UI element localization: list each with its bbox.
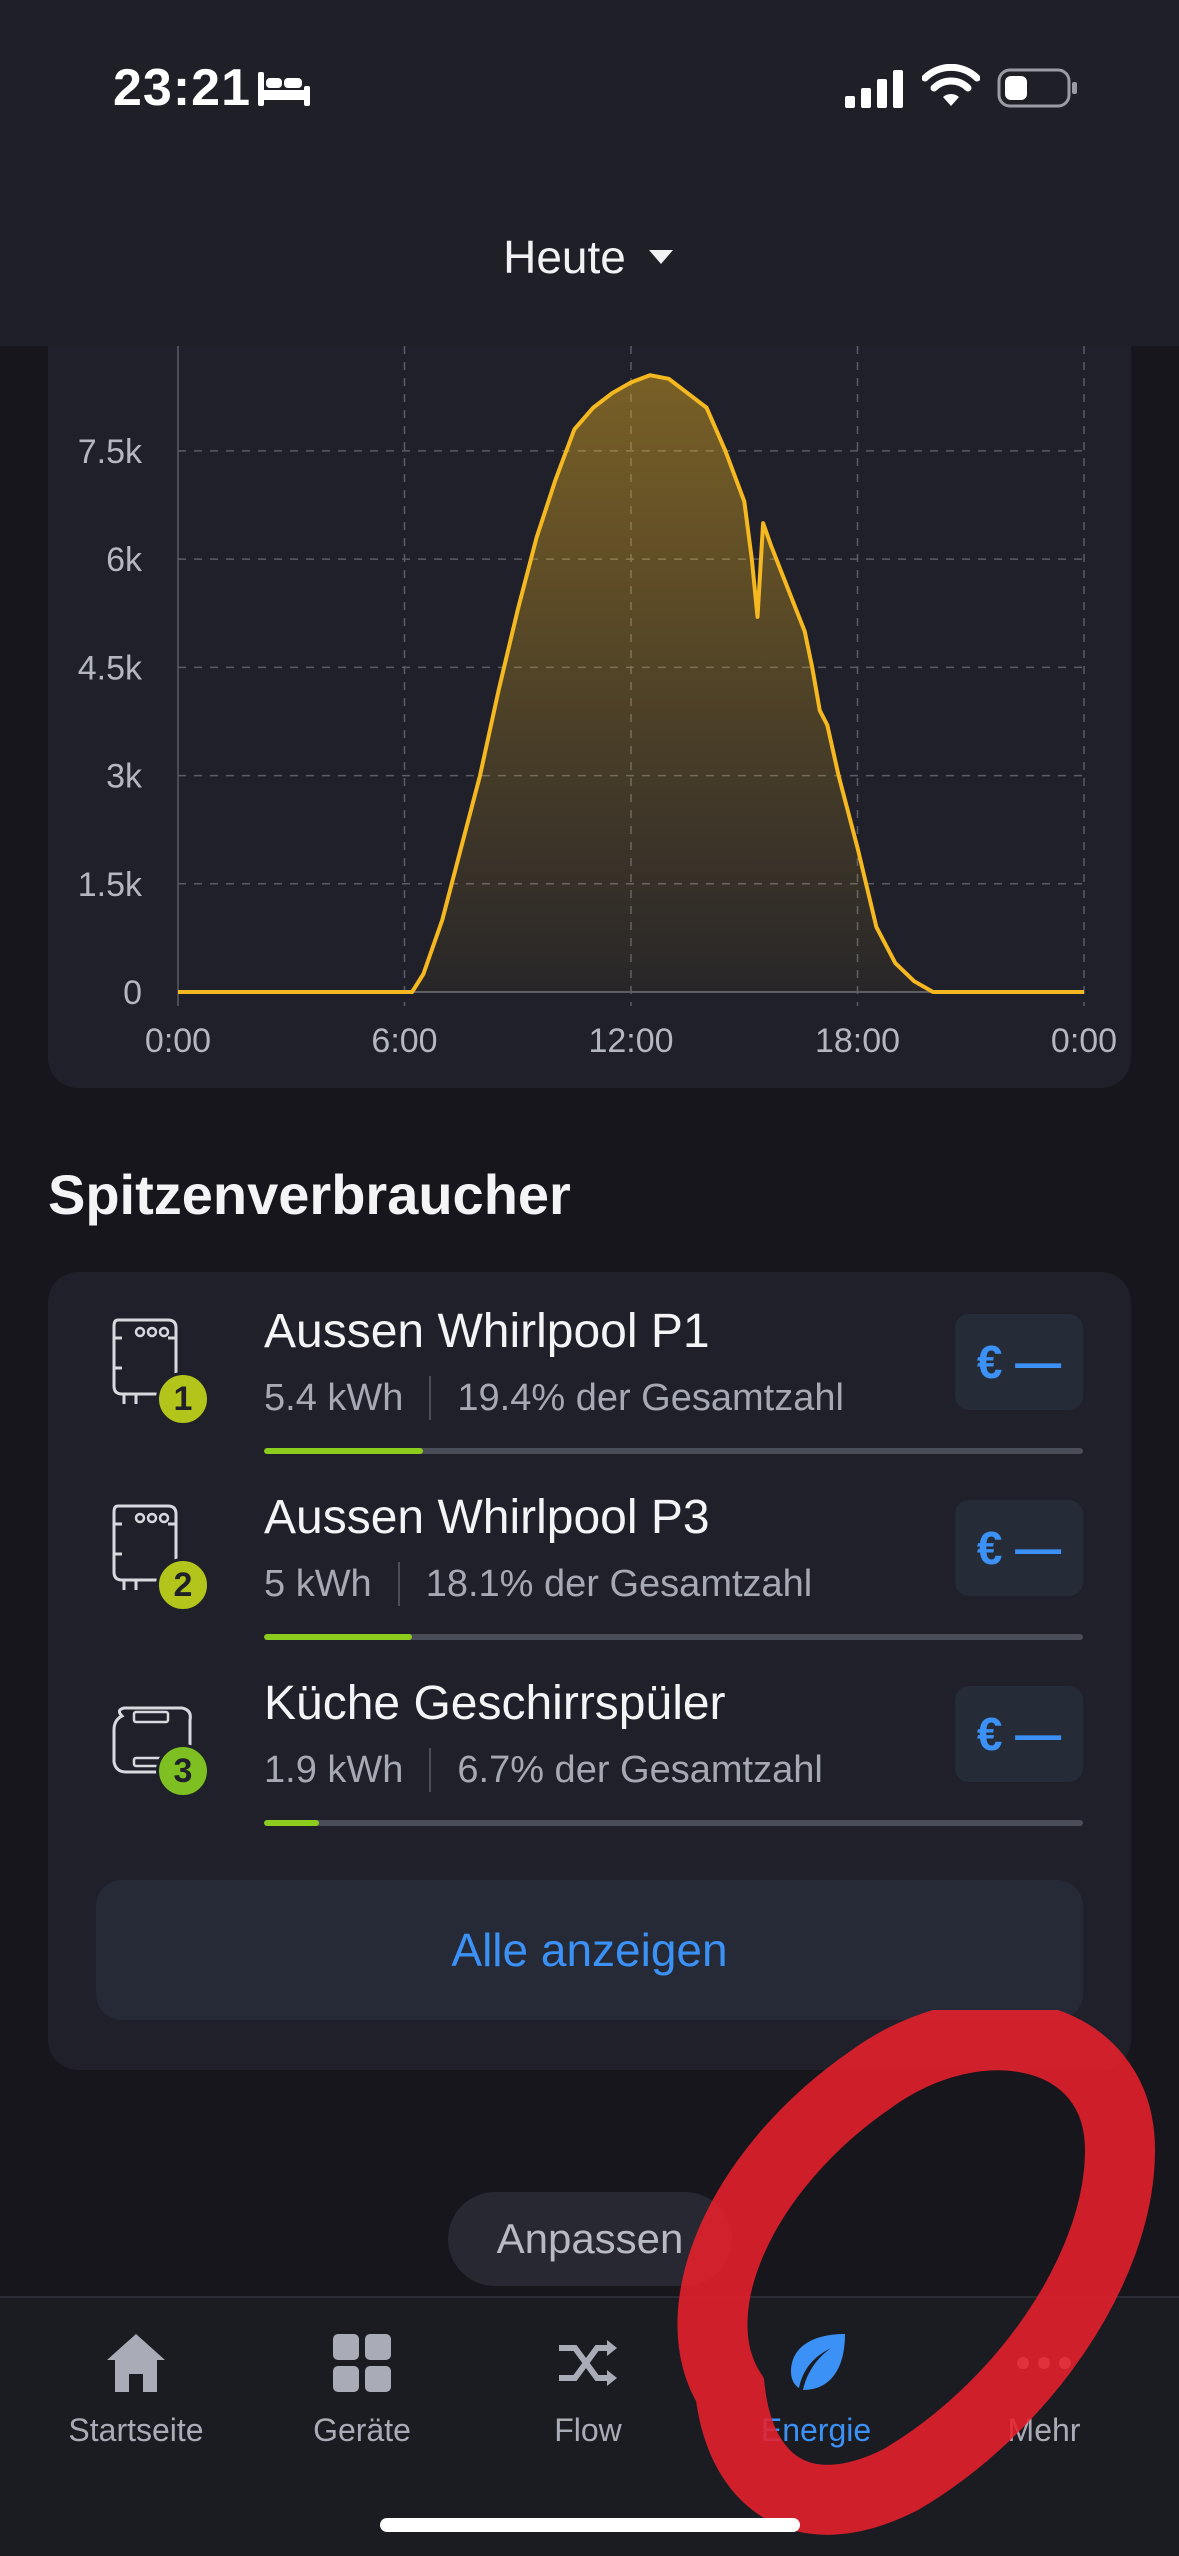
consumer-name: Aussen Whirlpool P3: [264, 1491, 710, 1544]
meta-divider: [429, 1376, 432, 1420]
period-selector[interactable]: Heute: [0, 230, 1179, 284]
customize-button[interactable]: Anpassen: [448, 2192, 732, 2286]
meta-divider: [397, 1562, 400, 1606]
rank-badge: 3: [156, 1744, 210, 1798]
cost-button[interactable]: € —: [955, 1686, 1083, 1782]
header: Heute: [0, 160, 1179, 346]
tab-mehr[interactable]: Mehr: [944, 2328, 1144, 2458]
tab-startseite[interactable]: Startseite: [36, 2328, 236, 2458]
y-tick-label: 6k: [106, 541, 143, 579]
y-tick-label: 0: [123, 974, 142, 1012]
top-consumers-card: 1 Aussen Whirlpool P1 5.4 kWh 19.4% der …: [48, 1272, 1131, 2070]
signal-icon: [845, 70, 903, 108]
tab-label: Flow: [554, 2412, 622, 2448]
consumption-progress-fill: [264, 1634, 413, 1640]
tab-label: Geräte: [313, 2412, 411, 2448]
leaf-icon: [791, 2334, 845, 2390]
x-tick-label: 12:00: [588, 1022, 673, 1060]
consumer-meta: 1.9 kWh 6.7% der Gesamtzahl: [264, 1748, 823, 1792]
tab-bar: Startseite Geräte Flow Energie Mehr: [0, 2296, 1179, 2556]
rank-badge: 1: [156, 1372, 210, 1426]
consumption-progress-fill: [264, 1448, 423, 1454]
status-time: 23:21: [113, 59, 251, 117]
tab-geraete[interactable]: Geräte: [262, 2328, 462, 2458]
relay-module-icon: [112, 1504, 178, 1590]
grid-icon: [333, 2334, 391, 2392]
tab-label: Startseite: [68, 2412, 204, 2448]
show-all-button[interactable]: Alle anzeigen: [96, 1880, 1083, 2020]
x-tick-label: 18:00: [815, 1022, 900, 1060]
consumer-row[interactable]: 3 Küche Geschirrspüler 1.9 kWh 6.7% der …: [48, 1644, 1131, 1830]
consumer-meta: 5.4 kWh 19.4% der Gesamtzahl: [264, 1376, 844, 1420]
meta-divider: [429, 1748, 432, 1792]
tab-label: Mehr: [1007, 2412, 1081, 2448]
rank-badge: 2: [156, 1558, 210, 1612]
tab-flow[interactable]: Flow: [488, 2328, 688, 2458]
consumer-energy: 5.4 kWh: [264, 1376, 404, 1419]
cost-button[interactable]: € —: [955, 1500, 1083, 1596]
consumer-row[interactable]: 2 Aussen Whirlpool P3 5 kWh 18.1% der Ge…: [48, 1458, 1131, 1644]
consumption-progress: [264, 1634, 1083, 1640]
tab-energie[interactable]: Energie: [716, 2328, 916, 2458]
consumption-progress: [264, 1820, 1083, 1826]
energy-chart-card: 0 1.5k 3k 4.5k 6k 7.5k 0:00 6:00 12:00 18:00 0:00: [48, 346, 1131, 1088]
consumer-share: 18.1% der Gesamtzahl: [425, 1562, 813, 1605]
home-indicator: [380, 2518, 800, 2532]
battery-icon: [997, 68, 1077, 108]
period-label: Heute: [503, 231, 626, 283]
wifi-icon: [922, 64, 980, 106]
consumer-meta: 5 kWh 18.1% der Gesamtzahl: [264, 1562, 812, 1606]
cost-button[interactable]: € —: [955, 1314, 1083, 1410]
more-icon: [1017, 2357, 1071, 2369]
consumer-share: 6.7% der Gesamtzahl: [457, 1748, 823, 1791]
consumer-energy: 5 kWh: [264, 1562, 372, 1605]
consumer-energy: 1.9 kWh: [264, 1748, 404, 1791]
consumer-share: 19.4% der Gesamtzahl: [457, 1376, 844, 1419]
x-tick-label: 6:00: [371, 1022, 437, 1060]
status-bar: 23:21: [0, 0, 1179, 160]
x-tick-label: 0:00: [145, 1022, 211, 1060]
y-tick-label: 7.5k: [78, 433, 143, 471]
consumer-row[interactable]: 1 Aussen Whirlpool P1 5.4 kWh 19.4% der …: [48, 1272, 1131, 1458]
shuffle-icon: [559, 2340, 617, 2386]
consumer-name: Küche Geschirrspüler: [264, 1677, 726, 1730]
y-tick-label: 3k: [106, 758, 143, 796]
x-tick-label: 0:00: [1051, 1022, 1117, 1060]
bed-icon: [258, 72, 310, 106]
relay-module-icon: [112, 1318, 178, 1404]
y-tick-label: 4.5k: [78, 649, 143, 687]
energy-chart: 0 1.5k 3k 4.5k 6k 7.5k 0:00 6:00 12:00 18:00 0:00: [78, 346, 1117, 1060]
chart-area: [178, 375, 1084, 992]
consumption-progress-fill: [264, 1820, 319, 1826]
consumption-progress: [264, 1448, 1083, 1454]
caret-down-icon: [648, 250, 673, 264]
home-icon: [107, 2334, 165, 2392]
y-tick-label: 1.5k: [78, 866, 143, 904]
section-title: Spitzenverbraucher: [48, 1163, 571, 1226]
tab-label: Energie: [760, 2412, 872, 2448]
consumer-name: Aussen Whirlpool P1: [264, 1305, 710, 1358]
chart-line: [178, 373, 1084, 994]
